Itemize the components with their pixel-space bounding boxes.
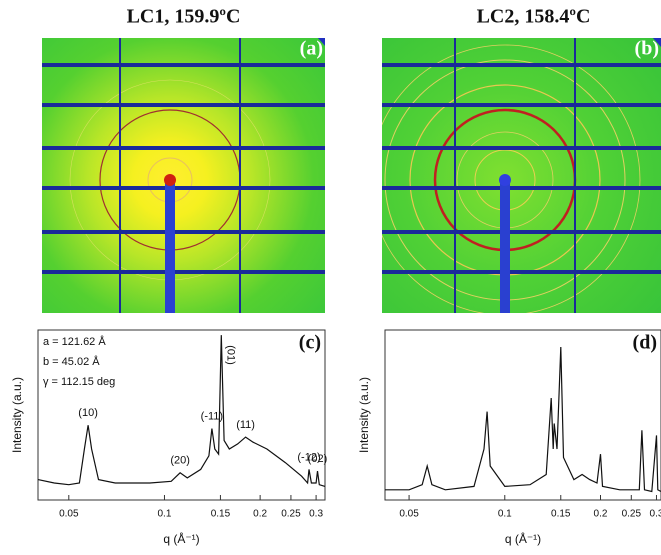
detector-gap <box>454 38 456 313</box>
beam-center <box>164 174 176 186</box>
panel-label: (c) <box>299 332 321 354</box>
image-title: LC1, 159.9ºC <box>127 6 241 28</box>
detector-gap <box>42 63 325 67</box>
plot-frame <box>384 329 661 501</box>
detector-gap <box>42 146 325 150</box>
diffraction-image <box>42 38 325 313</box>
peak-label: (11) <box>236 419 255 431</box>
intensity-curve <box>385 346 661 493</box>
y-axis-label: Intensity (a.u.) <box>357 377 371 453</box>
x-tick-label: 0.25 <box>622 509 642 520</box>
detector-gap <box>382 230 661 234</box>
detector-gap <box>382 103 661 107</box>
x-tick-label: 0.25 <box>281 509 301 520</box>
beam-stop <box>500 180 510 313</box>
detector-gap <box>239 38 241 313</box>
x-tick-label: 0.05 <box>59 509 79 520</box>
ring <box>382 44 641 313</box>
image-title: LC2, 158.4ºC <box>477 6 591 28</box>
peak-label: (-12) <box>297 451 320 463</box>
peak-label: (10) <box>78 407 98 419</box>
peak-label: (02) <box>308 453 328 465</box>
plots: 0.05 0.1 0.15 0.2 0.25 0.3 q (Å⁻¹) Intensity (a… <box>10 329 661 546</box>
detector-area <box>382 38 661 313</box>
x-axis-label: q (Å⁻¹) <box>163 531 199 546</box>
intensity-curve <box>37 335 326 487</box>
diffraction-images: LC1, 159.9ºC (a) LC2, 158.4ºC (b) <box>42 6 661 313</box>
panel-label: (d) <box>633 332 657 354</box>
y-axis-label: Intensity (a.u.) <box>10 377 24 453</box>
detector-gap <box>42 186 325 190</box>
detector-gap <box>42 103 325 107</box>
detector-gap <box>119 38 121 313</box>
x-tick-label: 0.15 <box>211 509 231 520</box>
detector-gap <box>382 270 661 274</box>
detector-gap <box>42 270 325 274</box>
lattice-parameter: γ = 112.15 deg <box>43 376 115 388</box>
detector-gap <box>574 38 576 313</box>
x-tick-label: 0.05 <box>399 509 419 520</box>
peak-label: (20) <box>170 455 190 467</box>
x-tick-label: 0.2 <box>253 509 267 520</box>
plot-frame <box>37 329 326 501</box>
x-tick-label: 0.3 <box>650 509 661 520</box>
panel-label: (a) <box>300 38 323 60</box>
detector-gap <box>42 230 325 234</box>
lattice-parameter: b = 45.02 Å <box>43 355 100 368</box>
diffraction-image <box>382 38 661 313</box>
detector-gap <box>382 146 661 150</box>
beam-center <box>499 174 511 186</box>
detector-gap <box>382 186 661 190</box>
detector-gap <box>382 63 661 67</box>
x-tick-label: 0.1 <box>158 509 172 520</box>
x-axis-label: q (Å⁻¹) <box>505 531 541 546</box>
lattice-parameter: a = 121.62 Å <box>43 335 106 348</box>
x-tick-label: 0.2 <box>594 509 608 520</box>
x-tick-label: 0.1 <box>498 509 512 520</box>
peak-label: (-11) <box>201 411 223 423</box>
peak-label: (01) <box>224 345 236 365</box>
x-tick-label: 0.15 <box>551 509 571 520</box>
beam-stop <box>165 180 175 313</box>
x-tick-label: 0.3 <box>309 509 323 520</box>
panel-label: (b) <box>635 38 659 60</box>
